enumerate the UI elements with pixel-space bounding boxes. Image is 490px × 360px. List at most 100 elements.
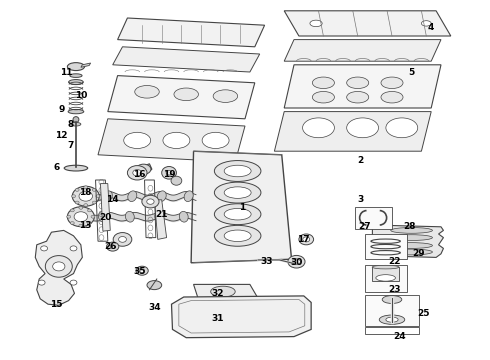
Polygon shape: [113, 47, 260, 72]
Ellipse shape: [162, 166, 176, 179]
Bar: [365, 265, 407, 292]
Ellipse shape: [103, 191, 112, 202]
Text: 13: 13: [79, 220, 92, 230]
Polygon shape: [274, 112, 431, 151]
Ellipse shape: [75, 188, 79, 191]
Ellipse shape: [224, 165, 251, 177]
Ellipse shape: [386, 317, 398, 322]
Polygon shape: [372, 267, 399, 281]
Ellipse shape: [174, 88, 198, 101]
Ellipse shape: [41, 246, 48, 251]
Bar: [355, 207, 392, 229]
Ellipse shape: [119, 237, 126, 242]
Text: 4: 4: [428, 23, 435, 32]
Text: 33: 33: [261, 256, 273, 266]
Text: 31: 31: [212, 314, 224, 323]
Text: 21: 21: [155, 210, 168, 219]
Ellipse shape: [69, 80, 83, 85]
Text: 27: 27: [359, 222, 371, 231]
Ellipse shape: [224, 208, 251, 220]
Ellipse shape: [113, 233, 132, 246]
Ellipse shape: [127, 166, 147, 180]
Ellipse shape: [70, 246, 77, 251]
Ellipse shape: [79, 224, 83, 227]
Ellipse shape: [136, 266, 148, 275]
Text: 34: 34: [148, 303, 161, 312]
Ellipse shape: [133, 170, 142, 176]
Text: 22: 22: [388, 256, 401, 266]
Polygon shape: [194, 284, 257, 300]
Ellipse shape: [107, 242, 119, 251]
Text: 14: 14: [106, 195, 119, 204]
Polygon shape: [372, 225, 443, 257]
Ellipse shape: [84, 204, 88, 207]
Ellipse shape: [64, 165, 88, 171]
Ellipse shape: [202, 132, 229, 149]
Polygon shape: [284, 11, 451, 36]
Ellipse shape: [313, 91, 334, 103]
Polygon shape: [172, 296, 311, 338]
Text: 11: 11: [60, 68, 73, 77]
Ellipse shape: [303, 118, 335, 138]
Ellipse shape: [70, 280, 77, 285]
Ellipse shape: [140, 269, 145, 273]
Ellipse shape: [147, 281, 162, 289]
Text: 29: 29: [413, 249, 425, 258]
Ellipse shape: [421, 21, 431, 26]
Ellipse shape: [376, 275, 395, 281]
Ellipse shape: [72, 195, 75, 198]
Ellipse shape: [215, 225, 261, 246]
Ellipse shape: [88, 222, 92, 225]
Ellipse shape: [88, 209, 92, 212]
Polygon shape: [284, 40, 441, 61]
Ellipse shape: [303, 237, 310, 242]
Polygon shape: [98, 119, 245, 162]
Text: 3: 3: [357, 195, 363, 204]
Ellipse shape: [179, 211, 188, 222]
Text: 35: 35: [133, 267, 146, 276]
Text: 16: 16: [133, 170, 146, 179]
Ellipse shape: [381, 91, 403, 103]
Ellipse shape: [93, 188, 97, 191]
Ellipse shape: [347, 91, 368, 103]
Polygon shape: [118, 18, 265, 47]
Text: 32: 32: [212, 289, 224, 298]
Ellipse shape: [142, 195, 159, 208]
Polygon shape: [81, 63, 91, 67]
Ellipse shape: [67, 215, 71, 218]
Text: 9: 9: [58, 105, 65, 114]
Ellipse shape: [391, 235, 432, 240]
Ellipse shape: [123, 132, 151, 149]
Ellipse shape: [73, 186, 99, 206]
Text: 18: 18: [79, 188, 92, 197]
Ellipse shape: [215, 182, 261, 203]
Text: 26: 26: [104, 242, 117, 251]
Ellipse shape: [391, 228, 432, 233]
Text: 23: 23: [388, 285, 401, 294]
Ellipse shape: [84, 186, 88, 189]
Ellipse shape: [346, 118, 378, 138]
Text: 8: 8: [68, 120, 74, 129]
Ellipse shape: [91, 215, 95, 218]
Ellipse shape: [68, 109, 84, 114]
Ellipse shape: [347, 77, 368, 89]
Text: 30: 30: [290, 258, 303, 267]
Ellipse shape: [74, 212, 88, 222]
Ellipse shape: [128, 191, 137, 202]
Text: 19: 19: [163, 170, 175, 179]
Ellipse shape: [381, 77, 403, 89]
Ellipse shape: [155, 211, 164, 222]
Ellipse shape: [71, 122, 81, 126]
Ellipse shape: [391, 249, 432, 255]
Ellipse shape: [110, 245, 115, 248]
Text: 20: 20: [99, 213, 112, 222]
Ellipse shape: [67, 207, 94, 227]
Polygon shape: [35, 230, 82, 305]
Ellipse shape: [215, 161, 261, 181]
Ellipse shape: [184, 191, 193, 202]
Ellipse shape: [171, 176, 182, 185]
Ellipse shape: [299, 234, 314, 245]
Ellipse shape: [163, 132, 190, 149]
Polygon shape: [108, 76, 255, 119]
Bar: [365, 295, 419, 326]
